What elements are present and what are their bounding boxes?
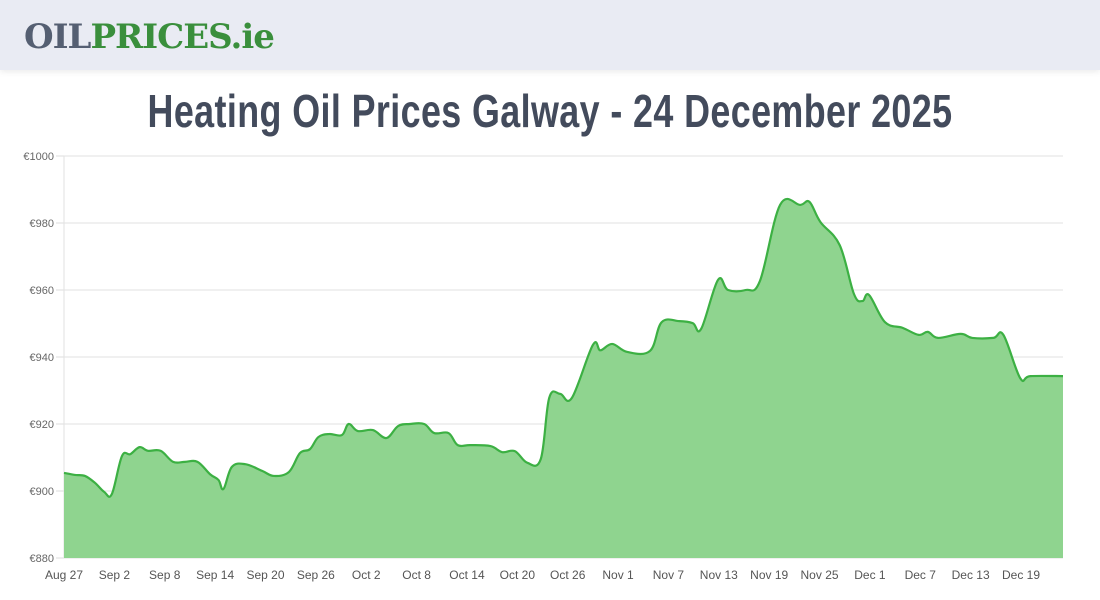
y-tick-label: €960 <box>30 285 54 297</box>
y-tick-label: €920 <box>30 419 54 431</box>
y-tick-label: €980 <box>30 218 54 230</box>
x-tick-label: Dec 19 <box>1002 568 1040 582</box>
x-tick-label: Sep 2 <box>99 568 131 582</box>
x-tick-label: Oct 14 <box>449 568 485 582</box>
site-logo[interactable]: OILPRICES.ie <box>24 17 275 57</box>
price-line <box>63 197 1064 498</box>
x-tick-label: Sep 8 <box>149 568 181 582</box>
logo-part-prices: PRICES.ie <box>90 17 274 57</box>
logo-part-oil: OIL <box>24 17 91 57</box>
y-tick-label: €940 <box>30 352 54 364</box>
y-axis: €880 €900 €920 €940 €960 €980 €1000 <box>23 151 54 565</box>
x-tick-label: Nov 19 <box>750 568 788 582</box>
x-tick-label: Dec 7 <box>905 568 937 582</box>
x-tick-label: Sep 20 <box>246 568 284 582</box>
x-tick-label: Dec 1 <box>854 568 886 582</box>
x-tick-label: Nov 7 <box>653 568 685 582</box>
x-tick-label: Dec 13 <box>952 568 990 582</box>
price-area-fill <box>64 198 1063 558</box>
x-tick-label: Oct 8 <box>402 568 431 582</box>
price-chart: €880 €900 €920 €940 €960 €980 €1000 Aug 27 Sep … <box>23 151 1064 582</box>
page-title: Heating Oil Prices Galway - 24 December … <box>147 85 953 137</box>
x-tick-label: Sep 26 <box>297 568 335 582</box>
x-tick-label: Aug 27 <box>45 568 83 582</box>
x-tick-label: Oct 2 <box>352 568 381 582</box>
y-tick-label: €900 <box>30 486 54 498</box>
x-tick-label: Nov 1 <box>602 568 634 582</box>
site-header: OILPRICES.ie <box>0 0 1100 70</box>
x-tick-label: Nov 25 <box>801 568 839 582</box>
x-tick-label: Nov 13 <box>700 568 738 582</box>
y-tick-label: €880 <box>30 553 54 565</box>
x-tick-label: Sep 14 <box>196 568 234 582</box>
x-axis: Aug 27 Sep 2 Sep 8 Sep 14 Sep 20 Sep 26 Oct 2 O… <box>45 568 1040 582</box>
y-tick-label: €1000 <box>23 151 54 163</box>
x-tick-label: Oct 26 <box>550 568 586 582</box>
x-tick-label: Oct 20 <box>500 568 536 582</box>
